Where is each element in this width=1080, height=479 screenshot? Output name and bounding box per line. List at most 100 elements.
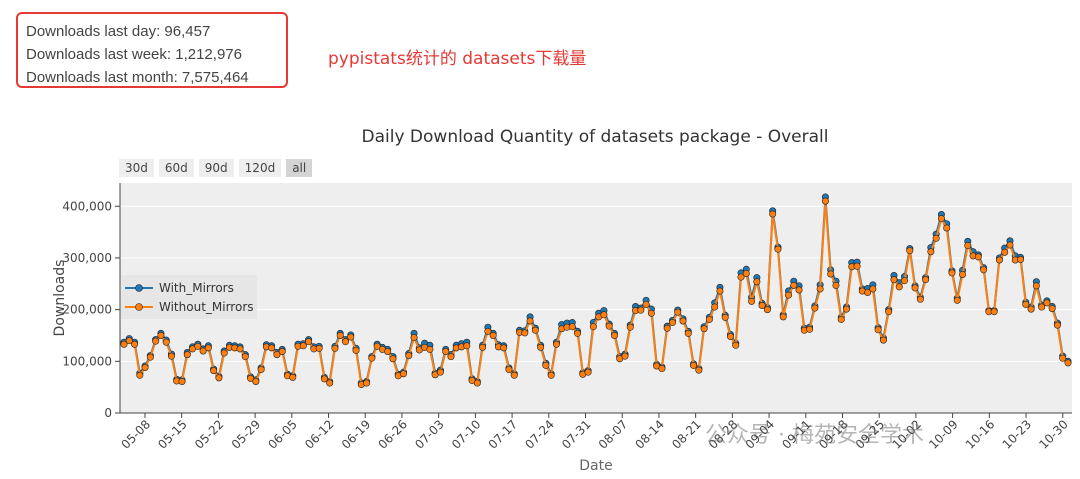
range-button-all[interactable]: all (286, 159, 313, 177)
series-without-mirrors-point (489, 331, 497, 339)
series-without-mirrors-point (626, 323, 634, 331)
legend-background (121, 275, 257, 319)
range-button-90d[interactable]: 90d (198, 159, 234, 177)
series-without-mirrors-point (679, 317, 687, 325)
series-without-mirrors-point (837, 315, 845, 323)
x-tick-label: 06-19 (339, 417, 374, 452)
series-without-mirrors-point (610, 331, 618, 339)
series-without-mirrors-point (442, 347, 450, 355)
series-without-mirrors-point (1032, 282, 1040, 290)
series-without-mirrors-point (726, 333, 734, 341)
series-without-mirrors-point (199, 347, 207, 355)
series-without-mirrors-point (278, 347, 286, 355)
series-without-mirrors-point (1064, 359, 1072, 367)
series-without-mirrors-point (964, 242, 972, 250)
series-without-mirrors-point (690, 361, 698, 369)
x-tick-label: 07-17 (486, 417, 521, 452)
series-without-mirrors-point (436, 368, 444, 376)
series-without-mirrors-point (916, 295, 924, 303)
series-without-mirrors-point (146, 353, 154, 361)
legend-label-with-mirrors[interactable]: With_Mirrors (159, 281, 234, 295)
series-without-mirrors-point (753, 278, 761, 286)
series-without-mirrors-point (948, 269, 956, 277)
series-without-mirrors-point (384, 347, 392, 355)
series-without-mirrors-point (241, 353, 249, 361)
legend-label-without-mirrors[interactable]: Without_Mirrors (159, 300, 254, 314)
y-axis-ticks: 0 100,000 200,000 300,000 400,000 (62, 199, 120, 420)
series-without-mirrors-point (980, 266, 988, 274)
series-without-mirrors-point (315, 344, 323, 352)
series-without-mirrors-point (959, 270, 967, 278)
range-button-30d[interactable]: 30d (119, 159, 154, 177)
series-without-mirrors-point (510, 371, 518, 379)
series-without-mirrors-point (167, 352, 175, 360)
series-without-mirrors-point (589, 323, 597, 331)
series-without-mirrors-point (795, 286, 803, 294)
series-without-mirrors (120, 197, 1072, 389)
series-without-mirrors-point (705, 315, 713, 323)
x-tick-label: 10-09 (926, 417, 961, 452)
series-without-mirrors-point (769, 210, 777, 218)
series-without-mirrors-point (647, 309, 655, 317)
series-without-mirrors-point (500, 344, 508, 352)
series-without-mirrors-point (574, 329, 582, 337)
series-without-mirrors-point (1053, 321, 1061, 329)
series-without-mirrors-point (136, 371, 144, 379)
series-without-mirrors-point (621, 352, 629, 360)
downloads-last-month: Downloads last month: 7,575,464 (26, 69, 249, 86)
series-without-mirrors-point (120, 340, 128, 348)
series-without-mirrors-point (879, 336, 887, 344)
y-axis-label: Downloads (52, 260, 68, 337)
series-without-mirrors-point (974, 253, 982, 261)
series-without-mirrors-point (901, 277, 909, 285)
x-tick-label: 10-23 (1000, 417, 1035, 452)
series-without-mirrors-point (157, 331, 165, 339)
y-tick-label: 0 (104, 406, 112, 420)
series-without-mirrors-point (885, 308, 893, 316)
watermark-text: 公众号 · 梅苑安全学术 (705, 423, 924, 448)
series-without-mirrors-point (668, 319, 676, 327)
series-without-mirrors-point (162, 338, 170, 346)
series-without-mirrors-point (1006, 241, 1014, 249)
series-without-mirrors-point (600, 311, 608, 319)
series-without-mirrors-point (642, 300, 650, 308)
series-without-mirrors-point (531, 326, 539, 334)
x-tick-label: 06-12 (302, 417, 337, 452)
series-without-mirrors-point (584, 368, 592, 376)
series-without-mirrors-point (721, 313, 729, 321)
series-without-mirrors-point (922, 276, 930, 284)
x-tick-label: 07-03 (412, 417, 447, 452)
series-without-mirrors-point (125, 337, 133, 345)
series-without-mirrors-point (178, 377, 186, 385)
series-without-mirrors-point (658, 365, 666, 373)
series-without-mirrors-point (711, 303, 719, 311)
series-without-mirrors-point (821, 197, 829, 205)
series-without-mirrors-point (389, 355, 397, 363)
series-without-mirrors-point (484, 327, 492, 335)
series-without-mirrors-point (732, 341, 740, 349)
series-without-mirrors-point (289, 373, 297, 381)
series-without-mirrors-point (937, 215, 945, 223)
series-without-mirrors-point (827, 270, 835, 278)
series-without-mirrors-point (568, 323, 576, 331)
series-without-mirrors-point (874, 326, 882, 334)
series-without-mirrors-point (911, 284, 919, 292)
series-without-mirrors-point (995, 256, 1003, 264)
series-without-mirrors-point (953, 296, 961, 304)
series-without-mirrors-point (758, 301, 766, 309)
series-without-mirrors-point (737, 273, 745, 281)
series-without-mirrors-point (400, 370, 408, 378)
series-without-mirrors-point (305, 338, 313, 346)
series-without-mirrors-point (637, 306, 645, 314)
series-without-mirrors-point (784, 291, 792, 299)
x-tick-label: 07-10 (449, 417, 484, 452)
chart-title: Daily Download Quantity of datasets pack… (361, 127, 829, 147)
x-tick-label: 05-15 (155, 417, 190, 452)
series-without-mirrors-point (1038, 303, 1046, 311)
range-button-60d[interactable]: 60d (158, 159, 194, 177)
series-without-mirrors-point (352, 346, 360, 354)
series-without-mirrors-point (463, 342, 471, 350)
range-button-120d[interactable]: 120d (238, 159, 282, 177)
series-without-mirrors-point (141, 364, 149, 372)
